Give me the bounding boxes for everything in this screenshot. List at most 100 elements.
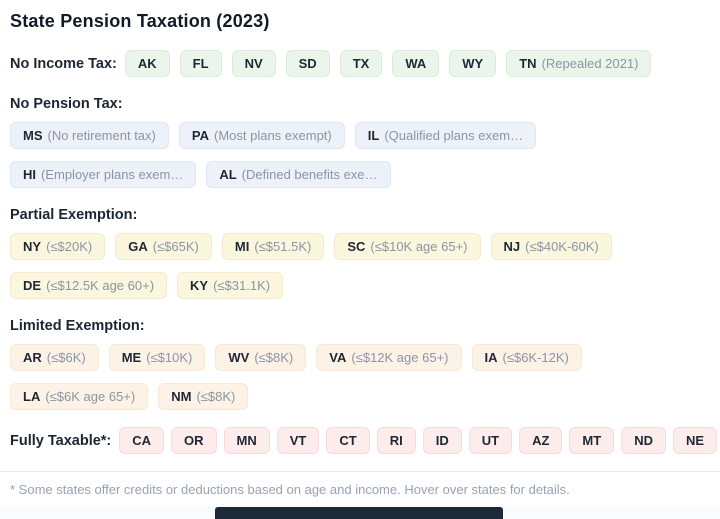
state-code: WV — [228, 350, 250, 365]
state-badge-me[interactable]: ME (≤$10K) — [108, 344, 206, 371]
state-code: RI — [389, 433, 403, 448]
state-badge-ut[interactable]: UT — [468, 427, 513, 454]
state-note: (≤$31.1K) — [213, 278, 271, 293]
state-code: NM — [171, 389, 192, 404]
page-title: State Pension Taxation (2023) — [10, 11, 270, 31]
section-label-no-income-tax: No Income Tax: — [10, 55, 117, 72]
state-code: PA — [191, 128, 209, 143]
state-badge-mi[interactable]: MI (≤$51.5K) — [221, 233, 325, 260]
state-code: AR — [23, 350, 42, 365]
state-code: IL — [367, 128, 380, 143]
state-badge-or[interactable]: OR — [171, 427, 217, 454]
state-badge-mn[interactable]: MN — [223, 427, 270, 454]
state-code: MT — [582, 433, 602, 448]
state-note: (≤$8K) — [254, 350, 294, 365]
state-code: OR — [184, 433, 204, 448]
state-badge-fl[interactable]: FL — [179, 50, 222, 77]
state-note: (≤$10K age 65+) — [370, 239, 468, 254]
section-no-pension-tax: No Pension Tax: MS (No retirement tax) PA (M… — [10, 94, 710, 188]
state-badge-az[interactable]: AZ — [519, 427, 563, 454]
state-badge-va[interactable]: VA (≤$12K age 65+) — [316, 344, 462, 371]
state-code: CT — [339, 433, 357, 448]
state-note: (≤$40K-60K) — [525, 239, 599, 254]
state-code: SC — [347, 239, 366, 254]
state-code: DE — [23, 278, 42, 293]
state-badge-pa[interactable]: PA (Most plans exempt) — [178, 122, 345, 149]
sections: No Income Tax: AK FL NV SD TX WA WY TN (Repealed … — [10, 50, 718, 454]
pension-taxation-card: State Pension Taxation (2023) No Income … — [10, 11, 718, 454]
state-badge-al[interactable]: AL (Defined benefits exe… — [206, 161, 391, 188]
state-badge-tn[interactable]: TN (Repealed 2021) — [506, 50, 652, 77]
state-badge-la[interactable]: LA (≤$6K age 65+) — [10, 383, 149, 410]
state-code: TX — [352, 56, 370, 71]
state-note: (≤$6K) — [46, 350, 86, 365]
state-note: (Most plans exempt) — [213, 128, 332, 143]
state-badge-tx[interactable]: TX — [339, 50, 383, 77]
state-badge-hi[interactable]: HI (Employer plans exem… — [10, 161, 197, 188]
state-badge-wy[interactable]: WY — [449, 50, 497, 77]
state-code: TN — [519, 56, 537, 71]
state-note: (≤$6K age 65+) — [45, 389, 136, 404]
state-code: NJ — [503, 239, 521, 254]
state-code: IA — [484, 350, 498, 365]
state-badge-ms[interactable]: MS (No retirement tax) — [10, 122, 169, 149]
state-badge-sd[interactable]: SD — [285, 50, 330, 77]
state-code: VT — [289, 433, 307, 448]
state-badge-nv[interactable]: NV — [231, 50, 276, 77]
state-code: VA — [329, 350, 347, 365]
state-badge-wv[interactable]: WV (≤$8K) — [215, 344, 307, 371]
state-note: (Employer plans exem… — [41, 167, 184, 182]
state-code: MS — [23, 128, 43, 143]
state-badge-ne[interactable]: NE — [672, 427, 718, 454]
state-badge-ak[interactable]: AK — [124, 50, 170, 77]
state-badge-nj[interactable]: NJ (≤$40K-60K) — [490, 233, 612, 260]
badge-row-no-pension-tax: MS (No retirement tax) PA (Most plans exemp… — [10, 122, 710, 188]
badge-row-limited-exemption: AR (≤$6K) ME (≤$10K) WV (≤$8K) VA (≤$12K age 65… — [10, 344, 710, 410]
state-badge-ca[interactable]: CA — [119, 427, 165, 454]
state-code: SD — [298, 56, 317, 71]
section-limited-exemption: Limited Exemption: AR (≤$6K) ME (≤$10K) WV (≤$… — [10, 316, 710, 410]
state-badge-il[interactable]: IL (Qualified plans exem… — [354, 122, 537, 149]
state-badge-sc[interactable]: SC (≤$10K age 65+) — [334, 233, 481, 260]
state-note: (≤$10K) — [146, 350, 193, 365]
state-note: (Repealed 2021) — [541, 56, 639, 71]
section-partial-exemption: Partial Exemption: NY (≤$20K) GA (≤$65K) MI (≤… — [10, 205, 710, 299]
state-code: UT — [481, 433, 500, 448]
state-code: FL — [192, 56, 209, 71]
state-note: (≤$65K) — [152, 239, 199, 254]
state-badge-ct[interactable]: CT — [326, 427, 370, 454]
state-code: MN — [236, 433, 257, 448]
state-badge-ga[interactable]: GA (≤$65K) — [115, 233, 212, 260]
state-note: (≤$12.5K age 60+) — [46, 278, 155, 293]
state-code: ND — [634, 433, 653, 448]
state-badge-nd[interactable]: ND — [621, 427, 666, 454]
state-badge-ia[interactable]: IA (≤$6K-12K) — [471, 344, 582, 371]
state-code: ME — [121, 350, 142, 365]
state-badge-id[interactable]: ID — [422, 427, 462, 454]
state-note: (≤$51.5K) — [254, 239, 312, 254]
state-badge-wa[interactable]: WA — [392, 50, 440, 77]
state-code: WA — [405, 56, 427, 71]
state-badge-ny[interactable]: NY (≤$20K) — [10, 233, 106, 260]
section-no-income-tax: No Income Tax: AK FL NV SD TX WA WY TN (Repealed … — [10, 50, 710, 77]
state-code: CA — [132, 433, 152, 448]
state-badge-nm[interactable]: NM (≤$8K) — [158, 383, 249, 410]
state-code: NV — [244, 56, 263, 71]
section-fully-taxable: Fully Taxable*: CA OR MN VT CT RI ID UT AZ MT ND NE — [10, 427, 718, 454]
state-badge-de[interactable]: DE (≤$12.5K age 60+) — [10, 272, 168, 299]
state-note: (Qualified plans exem… — [384, 128, 524, 143]
state-code: NE — [685, 433, 705, 448]
state-badge-vt[interactable]: VT — [276, 427, 320, 454]
state-badge-ri[interactable]: RI — [376, 427, 416, 454]
state-code: AL — [219, 167, 237, 182]
state-badge-mt[interactable]: MT — [569, 427, 615, 454]
section-label-no-pension-tax: No Pension Tax: — [10, 96, 123, 112]
badge-row-partial-exemption: NY (≤$20K) GA (≤$65K) MI (≤$51.5K) SC (≤$10K ag… — [10, 233, 710, 299]
section-label-partial-exemption: Partial Exemption: — [10, 207, 138, 223]
state-badge-ky[interactable]: KY (≤$31.1K) — [177, 272, 284, 299]
state-badge-ar[interactable]: AR (≤$6K) — [10, 344, 99, 371]
section-label-fully-taxable: Fully Taxable*: — [10, 432, 112, 449]
bottom-dock-bar — [215, 507, 503, 519]
state-code: KY — [190, 278, 209, 293]
state-code: WY — [462, 56, 484, 71]
